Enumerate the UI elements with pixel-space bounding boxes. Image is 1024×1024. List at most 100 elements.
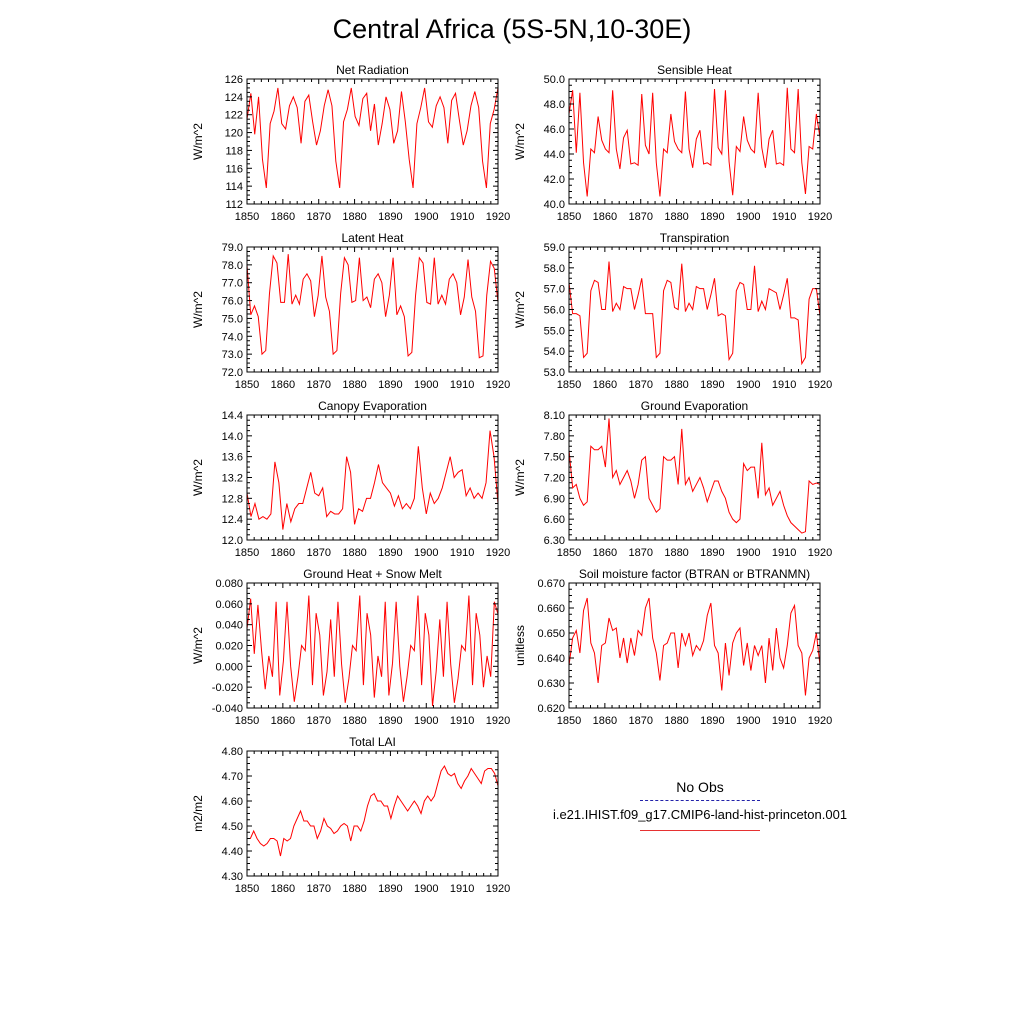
x-tick-label: 1880 bbox=[664, 211, 688, 223]
x-tick-label: 1900 bbox=[414, 883, 438, 895]
y-tick-label: 8.10 bbox=[544, 410, 565, 422]
y-tick-label: 0.060 bbox=[215, 599, 243, 611]
x-tick-label: 1850 bbox=[557, 547, 581, 559]
y-tick-label: 48.0 bbox=[544, 99, 565, 111]
y-tick-label: 46.0 bbox=[544, 124, 565, 136]
x-tick-label: 1880 bbox=[342, 211, 366, 223]
x-tick-label: 1850 bbox=[557, 715, 581, 727]
y-tick-label: 124 bbox=[225, 92, 243, 104]
y-tick-label: 78.0 bbox=[222, 260, 243, 272]
x-tick-label: 1910 bbox=[450, 547, 474, 559]
series-line bbox=[568, 597, 821, 696]
plot-frame bbox=[568, 78, 821, 205]
y-tick-label: 14.0 bbox=[222, 431, 243, 443]
x-tick-label: 1900 bbox=[414, 547, 438, 559]
x-tick-label: 1910 bbox=[450, 883, 474, 895]
legend-run-label: i.e21.IHIST.f09_g17.CMIP6-land-hist-prin… bbox=[552, 807, 848, 822]
y-tick-label: 0.000 bbox=[215, 661, 243, 673]
x-tick-label: 1860 bbox=[271, 715, 295, 727]
y-tick-label: 0.660 bbox=[537, 603, 565, 615]
y-axis-label: m2/m2 bbox=[191, 795, 205, 832]
y-axis-label: W/m^2 bbox=[191, 459, 205, 496]
x-tick-label: 1860 bbox=[593, 715, 617, 727]
panel-1: Sensible Heat W/m^2 1850 1860 1870 1880 1890 19… bbox=[513, 63, 832, 223]
panel-title: Ground Heat + Snow Melt bbox=[303, 567, 442, 581]
page-title: Central Africa (5S-5N,10-30E) bbox=[332, 14, 692, 44]
y-tick-label: 0.020 bbox=[215, 641, 243, 653]
x-tick-label: 1890 bbox=[378, 211, 402, 223]
plot-frame bbox=[568, 414, 821, 541]
y-tick-label: 4.70 bbox=[222, 771, 243, 783]
legend-obs-label: No Obs bbox=[676, 779, 724, 795]
y-tick-label: 50.0 bbox=[544, 74, 565, 86]
y-tick-label: 12.0 bbox=[222, 535, 243, 547]
x-tick-label: 1920 bbox=[808, 547, 832, 559]
x-tick-label: 1880 bbox=[342, 883, 366, 895]
plot-frame bbox=[568, 582, 821, 709]
series-line bbox=[568, 87, 821, 197]
y-tick-label: 4.80 bbox=[222, 746, 243, 758]
x-tick-label: 1900 bbox=[414, 715, 438, 727]
series-line bbox=[246, 595, 499, 706]
y-tick-label: 14.4 bbox=[222, 410, 243, 422]
panel-2: Latent Heat W/m^2 1850 1860 1870 1880 1890 1900… bbox=[191, 231, 510, 391]
y-tick-label: 7.20 bbox=[544, 473, 565, 485]
y-tick-label: 55.0 bbox=[544, 325, 565, 337]
x-tick-label: 1850 bbox=[235, 715, 259, 727]
y-tick-label: 6.60 bbox=[544, 514, 565, 526]
y-tick-label: 0.670 bbox=[537, 578, 565, 590]
x-tick-label: 1910 bbox=[772, 379, 796, 391]
y-tick-label: 7.80 bbox=[544, 431, 565, 443]
x-tick-label: 1880 bbox=[342, 715, 366, 727]
x-tick-label: 1890 bbox=[700, 547, 724, 559]
x-tick-label: 1870 bbox=[628, 379, 652, 391]
x-tick-label: 1890 bbox=[700, 379, 724, 391]
y-axis-label: unitless bbox=[513, 625, 527, 666]
y-tick-label: 0.640 bbox=[537, 653, 565, 665]
y-tick-label: 126 bbox=[225, 74, 243, 86]
y-axis-label: W/m^2 bbox=[191, 627, 205, 664]
panel-4: Canopy Evaporation W/m^2 1850 1860 1870 1880 1… bbox=[191, 399, 510, 559]
y-tick-label: 114 bbox=[225, 181, 243, 193]
y-tick-label: 4.40 bbox=[222, 846, 243, 858]
x-tick-label: 1900 bbox=[736, 547, 760, 559]
plot-frame bbox=[568, 246, 821, 373]
x-tick-label: 1850 bbox=[557, 379, 581, 391]
y-tick-label: 53.0 bbox=[544, 367, 565, 379]
x-tick-label: 1910 bbox=[772, 547, 796, 559]
x-tick-label: 1920 bbox=[808, 379, 832, 391]
y-tick-label: 112 bbox=[225, 199, 243, 211]
x-tick-label: 1870 bbox=[628, 547, 652, 559]
y-tick-label: 6.30 bbox=[544, 535, 565, 547]
plot-frame bbox=[246, 78, 499, 205]
x-tick-label: 1890 bbox=[378, 715, 402, 727]
x-tick-label: 1870 bbox=[306, 883, 330, 895]
x-tick-label: 1850 bbox=[235, 211, 259, 223]
x-tick-label: 1920 bbox=[486, 715, 510, 727]
y-tick-label: 42.0 bbox=[544, 174, 565, 186]
x-tick-label: 1890 bbox=[378, 547, 402, 559]
y-tick-label: 4.30 bbox=[222, 871, 243, 883]
x-tick-label: 1850 bbox=[235, 547, 259, 559]
x-tick-label: 1860 bbox=[271, 379, 295, 391]
panel-title: Soil moisture factor (BTRAN or BTRANMN) bbox=[579, 567, 810, 581]
plot-frame bbox=[246, 750, 499, 877]
x-tick-label: 1880 bbox=[664, 715, 688, 727]
x-tick-label: 1860 bbox=[593, 379, 617, 391]
panel-title: Net Radiation bbox=[336, 63, 409, 77]
plot-frame bbox=[246, 414, 499, 541]
x-tick-label: 1920 bbox=[808, 211, 832, 223]
y-tick-label: 4.60 bbox=[222, 796, 243, 808]
y-tick-label: 73.0 bbox=[222, 349, 243, 361]
series-line bbox=[246, 254, 499, 359]
y-axis-label: W/m^2 bbox=[513, 459, 527, 496]
x-tick-label: 1920 bbox=[808, 715, 832, 727]
x-tick-label: 1880 bbox=[342, 547, 366, 559]
panel-8: Total LAI m2/m2 1850 1860 1870 1880 1890 1900 19… bbox=[191, 735, 510, 895]
x-tick-label: 1900 bbox=[414, 379, 438, 391]
x-tick-label: 1920 bbox=[486, 547, 510, 559]
x-tick-label: 1920 bbox=[486, 211, 510, 223]
series-line bbox=[568, 418, 821, 534]
series-line bbox=[246, 430, 499, 530]
